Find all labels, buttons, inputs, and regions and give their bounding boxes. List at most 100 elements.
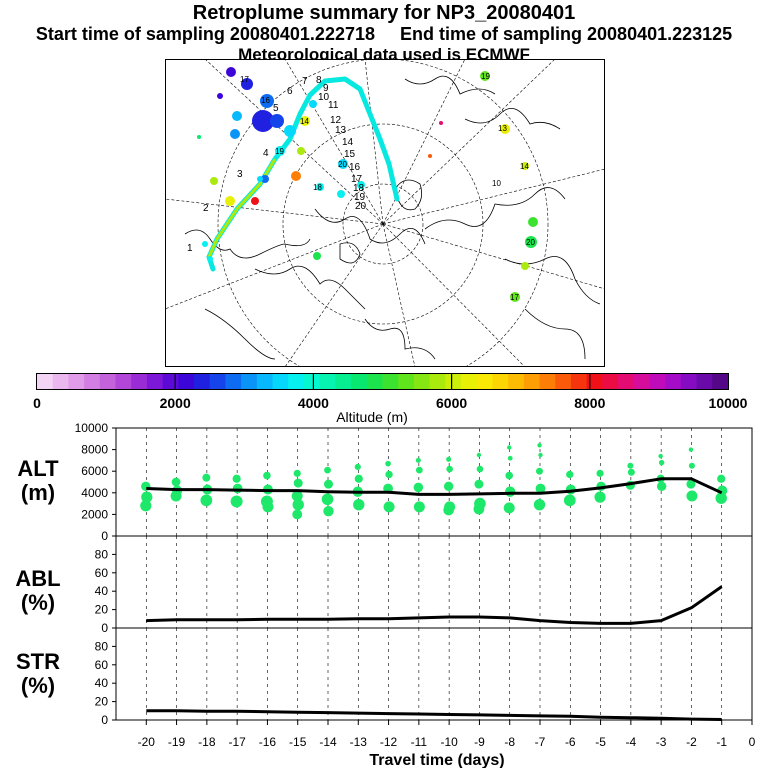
colorbar-swatch [178,374,195,389]
coastlines [184,75,601,360]
cluster-point [538,452,543,458]
cluster-marker [313,252,321,260]
y-tick-label: 4000 [81,486,108,500]
colorbar-swatch [398,374,415,389]
abl-mean-line [146,585,723,625]
x-tick-label: -19 [168,735,186,749]
colorbar-swatch [570,374,588,389]
end-time-text: End time of sampling 20080401.223125 [400,24,733,44]
colorbar-swatches [37,374,729,389]
day-labels: 1 2 3 4 5 6 7 8 9 10 11 12 13 14 15 16 1… [187,75,367,254]
cluster-point [688,462,695,469]
cluster-point [473,503,485,515]
y-tick-label: 0 [101,713,108,727]
arctic-map: 1 2 3 4 5 6 7 8 9 10 11 12 13 14 15 16 1… [165,59,605,367]
cluster-point [413,501,425,513]
y-tick-label: 2000 [81,507,108,521]
x-tick-label: -10 [440,735,458,749]
colorbar-swatch [649,374,666,389]
map-grid [165,59,605,367]
cluster-point [656,481,667,492]
cluster-point [385,470,393,479]
x-tick-label: -6 [565,735,576,749]
cluster-point [686,490,698,502]
day-label: 7 [302,76,308,87]
colorbar-swatch [241,374,258,389]
cluster-marker [197,135,201,139]
cluster-point [354,463,361,470]
cluster-point [717,485,728,496]
cluster-label: 13 [498,124,507,133]
cluster-point [446,456,452,462]
colorbar-swatch [131,374,148,389]
cluster-marker [428,154,432,158]
colorbar-swatch [37,374,54,389]
y-tick-label: 60 [95,658,109,672]
colorbar-swatch [633,374,651,389]
colorbar-swatch [115,374,132,389]
day-label: 5 [273,103,279,114]
cluster-marker [521,262,529,270]
cluster-point [446,465,453,473]
cluster-point [688,447,694,452]
cluster-marker [275,146,285,156]
cluster-point [292,498,304,511]
cluster-point [352,486,363,497]
cluster-point [385,460,391,467]
y-tick-label: 60 [95,566,109,580]
y-tick-label: 0 [101,621,108,635]
colorbar-swatch [461,374,478,389]
cluster-marker [241,78,253,90]
cluster-label: 17 [510,293,519,302]
cluster-point [563,494,576,507]
cluster-point [444,501,456,513]
cluster-point [566,470,574,479]
x-tick-label: -12 [380,735,398,749]
colorbar-swatch [256,374,274,389]
x-tick-label: -14 [319,735,337,749]
colorbar-swatch [225,374,242,389]
x-tick-label: 0 [749,735,756,749]
cluster-marker [225,196,235,206]
sampling-times: Start time of sampling 20080401.222718 E… [0,24,768,45]
colorbar-swatch [618,374,635,389]
cluster-marker [230,129,240,139]
x-tick-label: -20 [138,735,156,749]
colorbar-swatch [272,374,289,389]
day-label: 16 [349,162,361,173]
cluster-point [507,455,513,461]
cluster-point [658,453,663,459]
cluster-point [230,495,243,508]
colorbar-swatch [665,374,682,389]
y-tick-label: 6000 [81,464,108,478]
day-label: 14 [342,137,354,148]
day-label: 1 [187,243,193,254]
cluster-marker [309,100,317,108]
colorbar-tick-label: 6000 [436,395,467,411]
x-tick-label: -16 [259,735,277,749]
cluster-marker [261,175,269,183]
y-tick-label: 80 [95,639,109,653]
str-mean-line [146,709,722,721]
colorbar-swatch [680,374,698,389]
cluster-point [170,490,182,502]
x-tick-label: -5 [595,735,606,749]
cluster-label: 14 [520,162,529,171]
colorbar-swatch [288,374,305,389]
cluster-point [262,501,274,513]
y-tick-label: 20 [95,603,109,617]
cluster-point [507,445,512,450]
x-tick-label: -8 [504,735,515,749]
cluster-marker [251,197,259,205]
y-tick-label: 80 [95,547,109,561]
colorbar-tick-label: 4000 [298,395,329,411]
cluster-point [505,486,516,497]
cluster-marker [202,241,208,247]
cluster-point [415,466,423,474]
cluster-point [260,495,273,508]
day-label: 19 [354,192,366,203]
cluster-point [353,498,365,511]
cluster-point [200,494,213,507]
y-tick-label: 40 [95,676,109,690]
colorbar-label: Altitude (m) [336,409,408,425]
